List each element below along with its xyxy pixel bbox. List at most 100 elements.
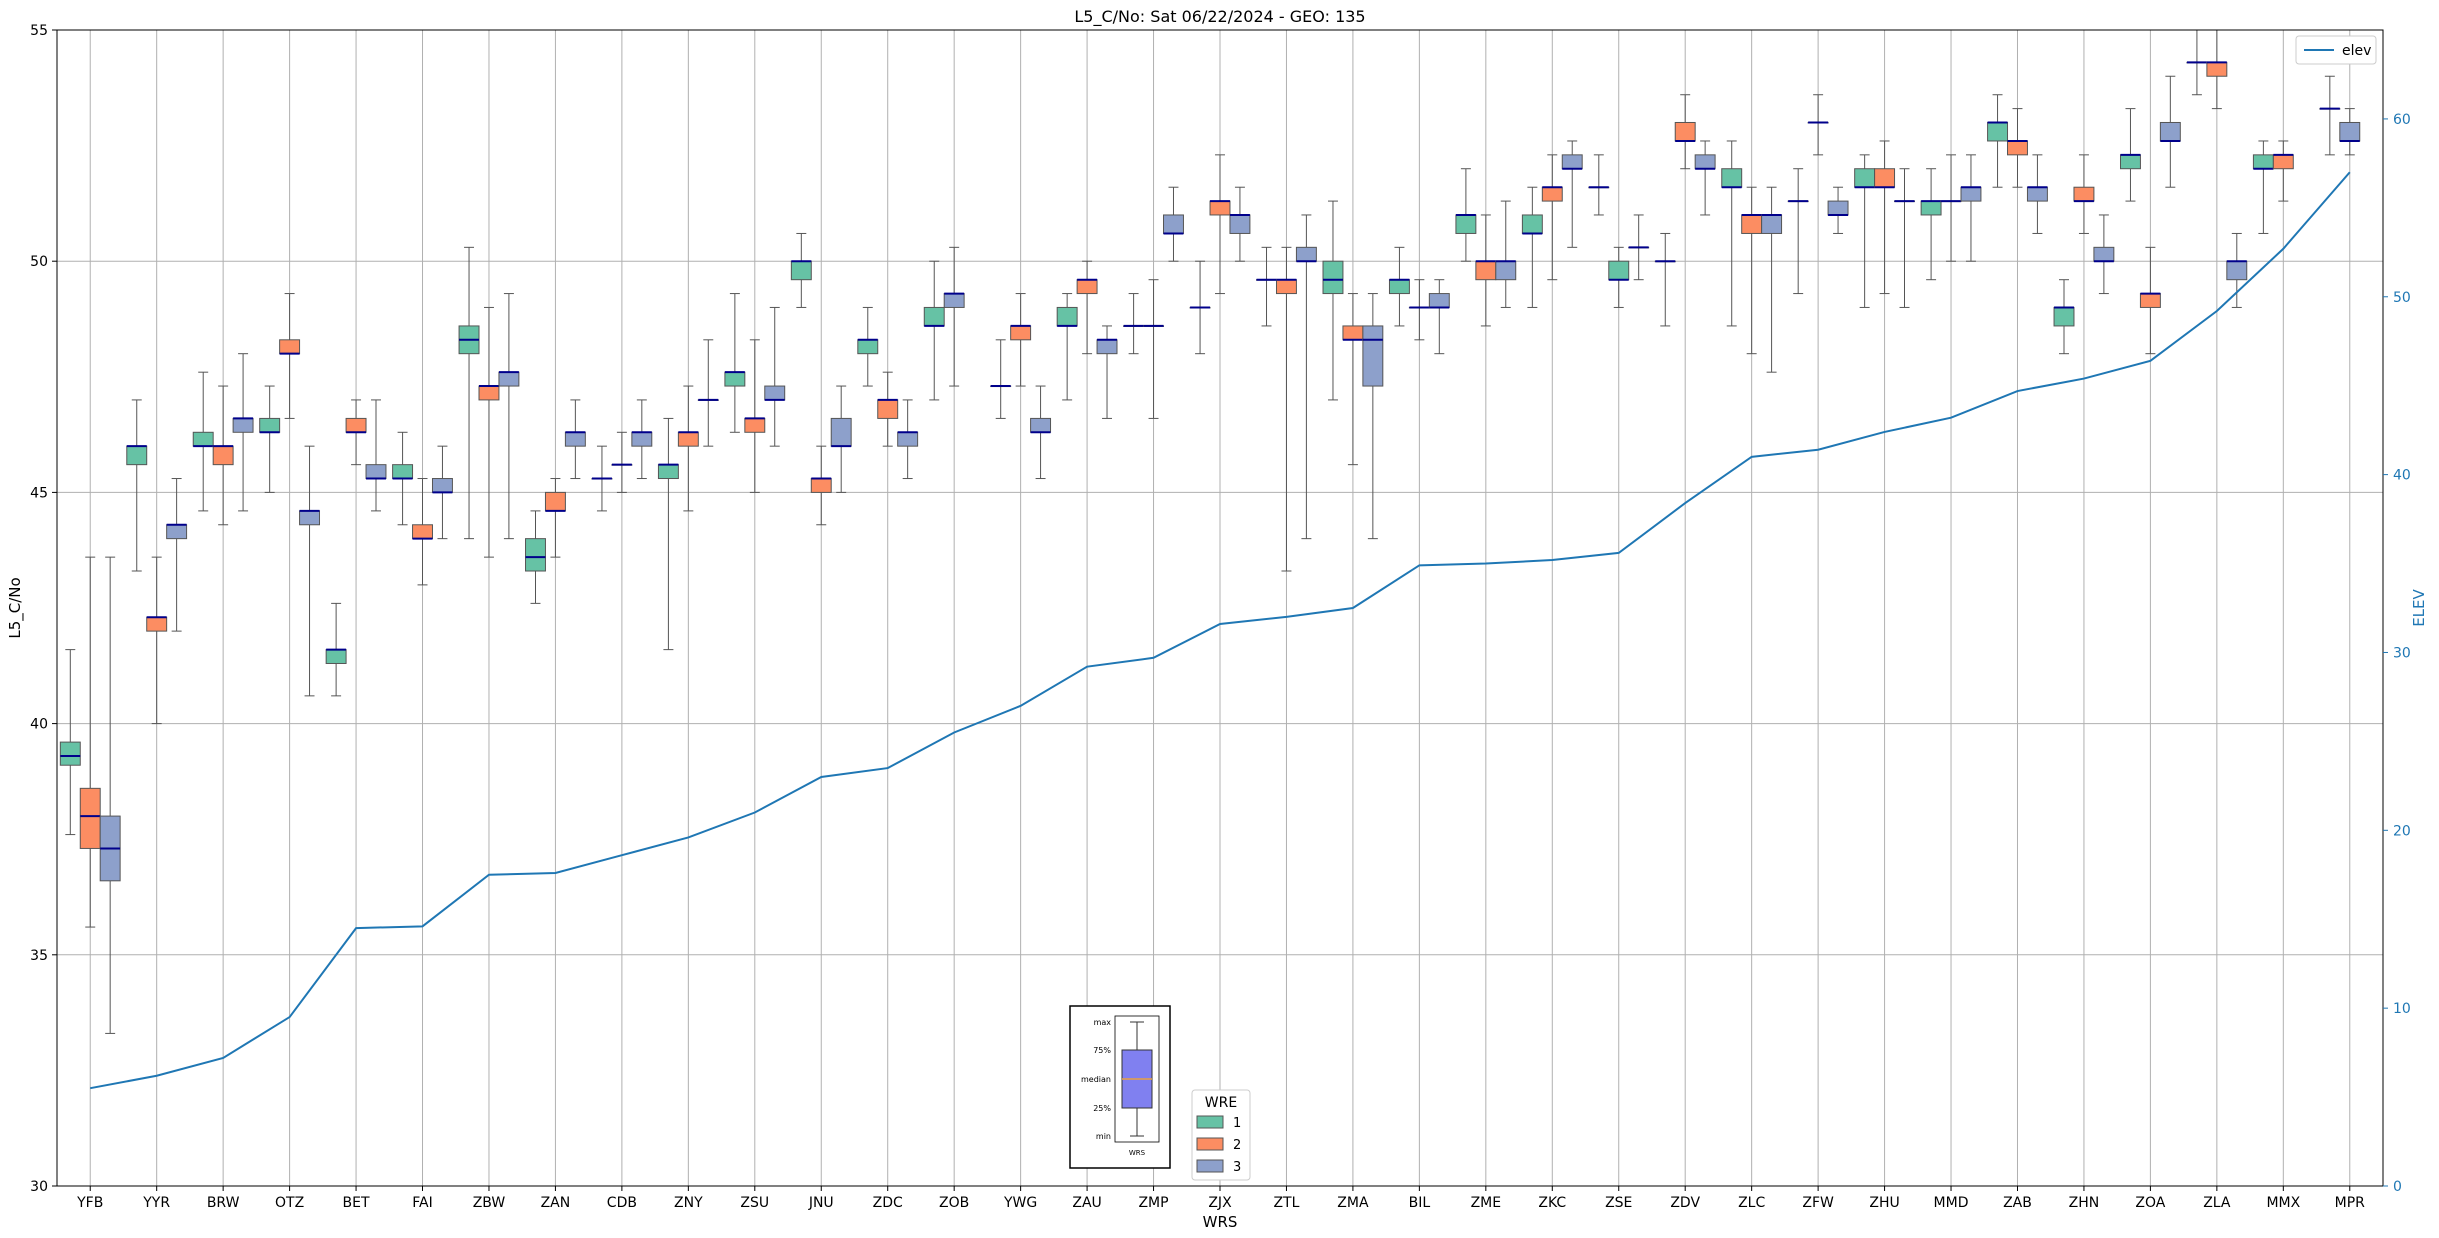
box-yyr-1 xyxy=(126,399,148,572)
box-zhn-3 xyxy=(2093,214,2115,295)
x-tick-label-zme: ZME xyxy=(1471,1195,1502,1211)
y-tick-label-35: 35 xyxy=(30,948,48,964)
y-tick-label-30: 30 xyxy=(30,1179,48,1195)
x-tick-label-yyr: YYR xyxy=(142,1195,170,1211)
box-zmp-3a xyxy=(1123,293,1145,355)
box-zan-1 xyxy=(525,510,546,604)
box-zbw-3 xyxy=(498,293,520,540)
box-zob-1 xyxy=(923,260,945,401)
box-zlc-1 xyxy=(1721,140,1743,327)
x-tick-label-zny: ZNY xyxy=(674,1195,703,1211)
box-zdc-1 xyxy=(857,306,879,387)
box-iqr xyxy=(631,431,653,447)
box-iqr xyxy=(764,385,786,401)
box-zmp-3 xyxy=(1163,186,1184,262)
box-zla-3 xyxy=(2226,232,2248,308)
box-iqr xyxy=(1076,279,1098,295)
box-iqr xyxy=(2093,246,2115,262)
box-iqr xyxy=(2159,121,2181,142)
box-yyr-3 xyxy=(166,478,188,632)
y-axis-label: L5_C/No xyxy=(6,577,25,638)
box-iqr xyxy=(724,371,746,387)
x-tick-label-zdv: ZDV xyxy=(1670,1195,1700,1211)
box-zjx-2 xyxy=(1209,154,1231,295)
box-zme-3 xyxy=(1495,200,1517,308)
box-zan-2 xyxy=(544,478,566,558)
x-tick-label-cdb: CDB xyxy=(607,1195,637,1211)
box-zfw-3 xyxy=(1827,186,1849,234)
y2-tick-label-60: 60 xyxy=(2393,112,2411,128)
box-iqr xyxy=(1874,168,1896,188)
box-iqr xyxy=(564,431,586,447)
box-fai-2 xyxy=(412,478,433,586)
box-iqr xyxy=(2026,186,2048,202)
box-zma-2 xyxy=(1342,293,1364,466)
x-tick-label-zdc: ZDC xyxy=(873,1195,903,1211)
box-bil-3 xyxy=(1428,279,1450,355)
box-iqr xyxy=(1209,200,1231,216)
x-tick-label-zob: ZOB xyxy=(939,1195,969,1211)
box-iqr xyxy=(345,417,367,433)
x-tick-label-mpr: MPR xyxy=(2335,1195,2366,1211)
x-tick-label-zfw: ZFW xyxy=(1802,1195,1834,1211)
box-iqr xyxy=(1362,325,1384,387)
box-jnu-3 xyxy=(830,385,852,493)
box-iqr xyxy=(2139,293,2161,308)
box-zhu-2 xyxy=(1874,140,1896,295)
y2-axis-ticks: 0 10 20 30 40 50 60 xyxy=(2383,112,2411,1195)
box-zab-3 xyxy=(2026,154,2048,234)
box-otz-2 xyxy=(279,293,301,419)
box-ztl-1 xyxy=(1256,246,1277,327)
box-iqr xyxy=(1960,186,1982,202)
box-ywg-3 xyxy=(1030,385,1052,480)
box-iqr xyxy=(498,371,520,387)
x-tick-label-zla: ZLA xyxy=(2203,1195,2231,1211)
box-iqr xyxy=(1030,417,1052,433)
box-ywg-3a xyxy=(990,339,1012,419)
box-zab-1 xyxy=(1987,94,2009,188)
box-iqr xyxy=(1495,260,1517,281)
box-fai-1 xyxy=(392,431,414,526)
box-iqr xyxy=(1342,325,1364,341)
box-iqr xyxy=(279,339,301,355)
box-zlc-3 xyxy=(1761,186,1783,373)
box-iqr xyxy=(2252,154,2274,170)
key-label-q1: 25% xyxy=(1093,1104,1111,1113)
box-iqr xyxy=(744,417,766,433)
y2-tick-label-10: 10 xyxy=(2393,1001,2411,1017)
box-zfw-3a xyxy=(1787,168,1809,295)
box-zjx-3 xyxy=(1229,186,1251,262)
box-iqr xyxy=(412,524,433,540)
box-zan-3 xyxy=(564,399,586,480)
y-axis-ticks: 30 35 40 45 50 55 xyxy=(30,23,57,1195)
box-iqr xyxy=(525,538,546,572)
box-iqr xyxy=(365,464,387,480)
x-tick-label-zma: ZMA xyxy=(1337,1195,1369,1211)
key-label-min: min xyxy=(1096,1132,1111,1141)
box-iqr xyxy=(857,339,879,355)
box-brw-3 xyxy=(232,353,254,512)
box-otz-1 xyxy=(259,385,281,493)
box-cdb-3a xyxy=(591,445,613,512)
box-yfb-2 xyxy=(79,556,101,928)
box-iqr xyxy=(192,431,214,447)
box-zse-3a xyxy=(1588,154,1610,216)
x-axis-ticks: YFB YYR BRW OTZ BET FAI ZBW ZAN CDB ZNY ZSU JNU ZDC Z… xyxy=(76,1186,2365,1211)
box-zhu-3a xyxy=(1894,168,1915,308)
box-iqr xyxy=(1229,214,1251,234)
box-iqr xyxy=(1854,168,1876,188)
key-label-xlabel: WRS xyxy=(1129,1149,1146,1157)
box-zny-2 xyxy=(677,385,699,512)
wre-legend-label-1: 1 xyxy=(1233,1116,1241,1131)
box-bil-3a xyxy=(1408,279,1430,341)
box-iqr xyxy=(2339,121,2361,142)
box-iqr xyxy=(1295,246,1317,262)
box-zny-3 xyxy=(697,339,719,447)
box-iqr xyxy=(299,510,321,526)
y2-tick-label-30: 30 xyxy=(2393,645,2411,661)
box-zme-2 xyxy=(1475,214,1497,327)
y-tick-label-55: 55 xyxy=(30,23,48,39)
box-iqr xyxy=(1521,214,1543,234)
wre-legend-label-3: 3 xyxy=(1233,1160,1241,1175)
box-zbw-1 xyxy=(458,246,480,540)
